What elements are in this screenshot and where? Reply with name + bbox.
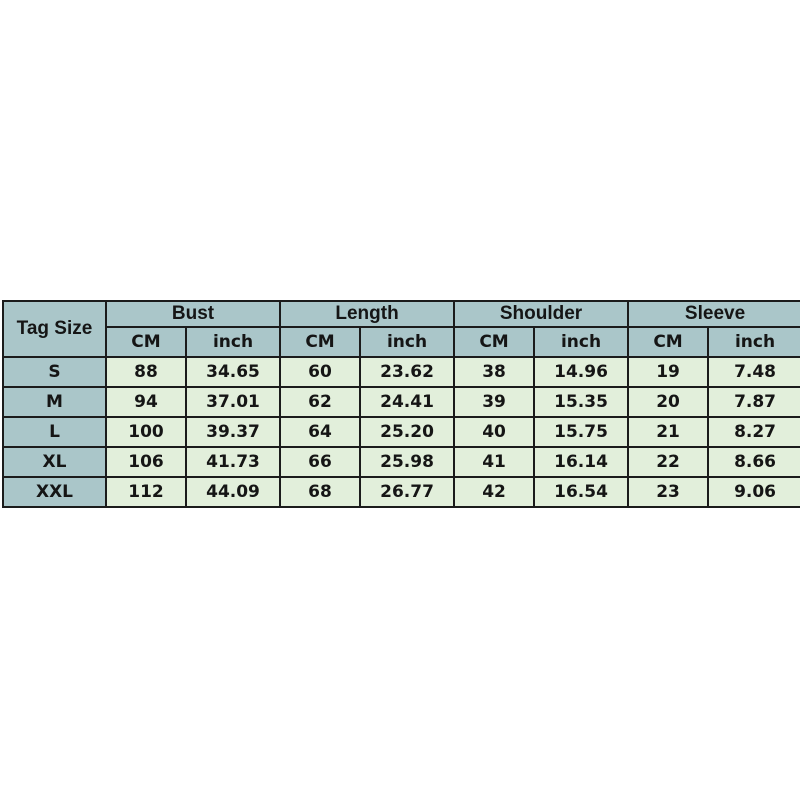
cell-value: 94 <box>105 386 187 418</box>
subheader-length-cm: CM <box>279 326 362 358</box>
cell-value: 40 <box>453 416 536 448</box>
cell-value: 23.62 <box>359 356 456 388</box>
row-label-l: L <box>2 416 107 448</box>
cell-value: 62 <box>279 386 362 418</box>
cell-value: 22 <box>627 446 710 478</box>
subheader-bust-cm: CM <box>105 326 187 358</box>
cell-value: 16.54 <box>533 476 630 508</box>
cell-value: 68 <box>279 476 362 508</box>
subheader-shoulder-inch: inch <box>533 326 630 358</box>
group-header-shoulder: Shoulder <box>453 300 630 328</box>
subheader-sleeve-cm: CM <box>627 326 710 358</box>
table-row-xxl: XXL 112 44.09 68 26.77 42 16.54 23 9.06 <box>2 476 800 508</box>
cell-value: 19 <box>627 356 710 388</box>
cell-value: 8.66 <box>707 446 800 478</box>
cell-value: 7.48 <box>707 356 800 388</box>
cell-value: 16.14 <box>533 446 630 478</box>
cell-value: 41.73 <box>184 446 282 478</box>
table-row-s: S 88 34.65 60 23.62 38 14.96 19 7.48 <box>2 356 800 388</box>
group-header-length: Length <box>279 300 456 328</box>
size-chart-table: Tag Size Bust Length Shoulder Sleeve CM inch… <box>2 300 800 508</box>
cell-value: 14.96 <box>533 356 630 388</box>
cell-value: 9.06 <box>707 476 800 508</box>
cell-value: 100 <box>105 416 187 448</box>
cell-value: 21 <box>627 416 710 448</box>
cell-value: 66 <box>279 446 362 478</box>
cell-value: 26.77 <box>359 476 456 508</box>
cell-value: 42 <box>453 476 536 508</box>
cell-value: 15.35 <box>533 386 630 418</box>
cell-value: 15.75 <box>533 416 630 448</box>
cell-value: 37.01 <box>184 386 282 418</box>
cell-value: 39.37 <box>184 416 282 448</box>
cell-value: 60 <box>279 356 362 388</box>
subheader-sleeve-inch: inch <box>707 326 800 358</box>
cell-value: 39 <box>453 386 536 418</box>
cell-value: 8.27 <box>707 416 800 448</box>
row-label-xxl: XXL <box>2 476 107 508</box>
cell-value: 25.20 <box>359 416 456 448</box>
cell-value: 112 <box>105 476 187 508</box>
cell-value: 64 <box>279 416 362 448</box>
cell-value: 44.09 <box>184 476 282 508</box>
cell-value: 88 <box>105 356 187 388</box>
row-label-s: S <box>2 356 107 388</box>
cell-value: 20 <box>627 386 710 418</box>
table-row-l: L 100 39.37 64 25.20 40 15.75 21 8.27 <box>2 416 800 448</box>
row-label-xl: XL <box>2 446 107 478</box>
cell-value: 7.87 <box>707 386 800 418</box>
subheader-length-inch: inch <box>359 326 456 358</box>
group-header-bust: Bust <box>104 300 282 328</box>
table-row-m: M 94 37.01 62 24.41 39 15.35 20 7.87 <box>2 386 800 418</box>
subheader-shoulder-cm: CM <box>453 326 536 358</box>
cell-value: 34.65 <box>184 356 282 388</box>
cell-value: 23 <box>627 476 710 508</box>
group-header-row: Tag Size Bust Length Shoulder Sleeve <box>2 300 800 358</box>
group-header-sleeve: Sleeve <box>627 300 800 328</box>
row-label-m: M <box>2 386 107 418</box>
cell-value: 41 <box>453 446 536 478</box>
table-row-xl: XL 106 41.73 66 25.98 41 16.14 22 8.66 <box>2 446 800 478</box>
subheader-row: CM inch CM inch CM inch CM inch <box>3 326 800 358</box>
corner-cell-tag-size: Tag Size <box>2 300 107 358</box>
cell-value: 24.41 <box>359 386 456 418</box>
subheader-bust-inch: inch <box>184 326 282 358</box>
cell-value: 25.98 <box>359 446 456 478</box>
cell-value: 38 <box>453 356 536 388</box>
cell-value: 106 <box>105 446 187 478</box>
